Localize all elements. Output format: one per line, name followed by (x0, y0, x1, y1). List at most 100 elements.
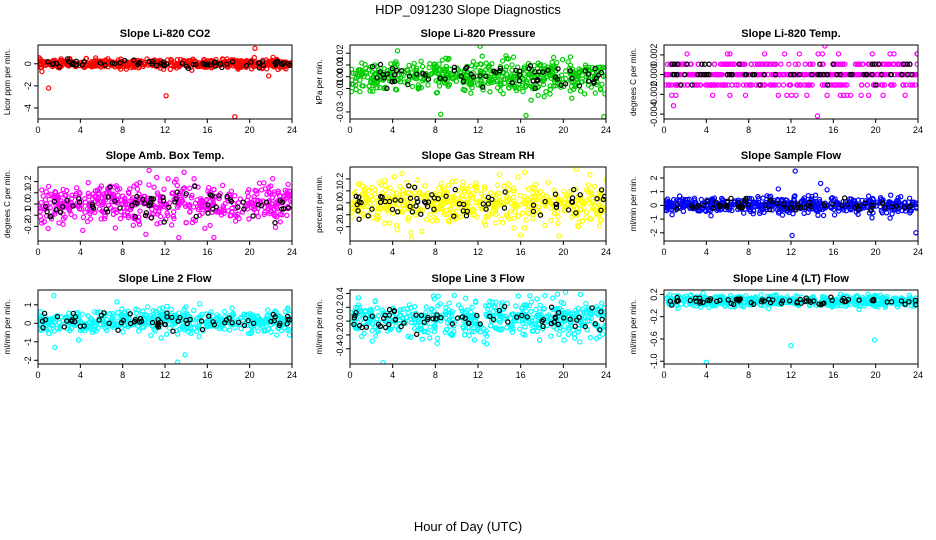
data-point (357, 67, 364, 73)
data-point (423, 309, 429, 316)
data-point (431, 328, 437, 335)
data-point (551, 83, 557, 89)
data-point (572, 307, 579, 314)
data-point-highlight (420, 70, 426, 77)
data-point (824, 187, 830, 193)
data-point (484, 333, 490, 339)
data-point-highlight (572, 323, 578, 329)
data-point (120, 329, 126, 335)
data-point (599, 300, 605, 306)
x-tick-label: 8 (433, 125, 438, 135)
data-point-highlight (594, 195, 600, 202)
data-point (481, 186, 488, 192)
data-point-highlight (724, 199, 731, 206)
data-point-highlight (143, 210, 149, 216)
data-point-highlight (517, 68, 523, 74)
data-point (285, 181, 291, 188)
data-point-highlight (597, 327, 603, 333)
data-point (855, 71, 861, 78)
data-point (350, 214, 355, 220)
data-point (156, 306, 162, 312)
data-point (735, 82, 741, 88)
data-point (271, 189, 278, 195)
data-point-highlight (878, 71, 885, 78)
data-point (359, 82, 365, 89)
y-tick-label: -0.2 (335, 327, 345, 343)
x-tick-label: 12 (473, 247, 483, 257)
data-point (285, 191, 291, 198)
data-point-highlight (74, 62, 80, 68)
data-point-highlight (389, 206, 396, 213)
data-point (373, 333, 379, 339)
data-point-highlight (868, 207, 874, 214)
data-point-highlight (505, 319, 511, 325)
data-point (879, 210, 886, 216)
data-point (542, 292, 548, 299)
data-point-highlight (451, 213, 457, 219)
data-point-highlight (821, 202, 828, 209)
data-point (87, 216, 94, 222)
data-point (366, 83, 372, 89)
data-point (541, 93, 547, 100)
data-point (508, 311, 515, 317)
data-point (39, 68, 45, 75)
data-point (196, 333, 202, 340)
data-point-highlight (431, 206, 437, 212)
data-point (397, 183, 403, 190)
data-point (394, 48, 401, 54)
data-point (287, 197, 292, 203)
data-point (528, 308, 534, 315)
data-point (285, 305, 291, 311)
data-point (419, 336, 425, 342)
data-point (434, 335, 441, 341)
x-tick-label: 24 (913, 125, 923, 135)
data-point (132, 306, 139, 312)
data-point (424, 190, 431, 196)
data-point (791, 197, 798, 204)
data-point (468, 314, 474, 320)
data-point-highlight (210, 319, 216, 325)
data-point (806, 82, 812, 88)
data-point (408, 230, 414, 236)
data-point (821, 82, 828, 88)
data-point (510, 54, 517, 60)
data-point (550, 295, 556, 301)
data-point (462, 328, 469, 334)
data-point-highlight (57, 209, 64, 215)
outlier-point (146, 167, 152, 174)
data-point (497, 88, 503, 94)
data-point-highlight (40, 325, 46, 331)
data-point (375, 328, 381, 334)
data-point (137, 208, 143, 214)
data-point (191, 175, 197, 182)
data-point (541, 76, 548, 83)
data-point (900, 82, 906, 88)
data-point (859, 61, 866, 67)
data-point-highlight (229, 320, 235, 326)
data-point (436, 67, 442, 73)
data-point (229, 208, 235, 215)
data-point (171, 215, 177, 222)
data-point-highlight (278, 61, 284, 67)
data-point (181, 169, 187, 175)
data-point (92, 55, 99, 61)
data-point-highlight (102, 62, 108, 68)
data-point-highlight (148, 215, 155, 221)
data-point-highlight (235, 204, 241, 210)
x-tick-label: 0 (347, 247, 352, 257)
data-point-highlight (527, 62, 534, 69)
data-point-highlight (536, 69, 542, 75)
data-point (173, 176, 179, 183)
outlier-point (562, 290, 569, 295)
data-point (503, 64, 510, 70)
data-point-highlight (477, 73, 483, 79)
data-point-highlight (413, 203, 419, 209)
data-point (815, 51, 821, 57)
data-point (272, 224, 279, 231)
data-point-highlight (212, 63, 218, 69)
data-point (793, 92, 799, 99)
data-point (430, 293, 436, 299)
data-point (442, 311, 449, 317)
data-point (412, 190, 418, 196)
data-point (196, 204, 203, 211)
